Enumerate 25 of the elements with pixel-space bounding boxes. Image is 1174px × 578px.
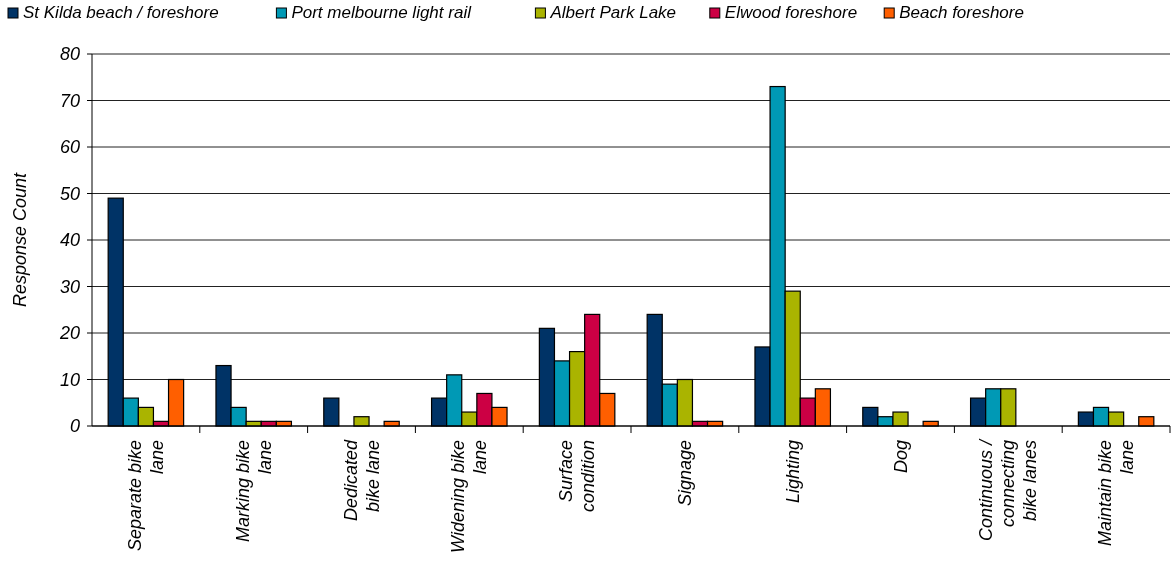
y-tick-label: 70 bbox=[59, 90, 80, 111]
x-tick-label: Dog bbox=[890, 440, 911, 474]
x-tick-label: Marking bike lane bbox=[232, 440, 275, 543]
y-tick-label: 80 bbox=[59, 44, 80, 65]
x-tick-label: Continuous / connecting bike lanes bbox=[976, 438, 1041, 542]
y-tick-label: 10 bbox=[59, 369, 80, 390]
y-tick-label: 0 bbox=[69, 416, 80, 437]
y-tick-label: 30 bbox=[59, 276, 80, 297]
legend-label: Albert Park Lake bbox=[549, 3, 677, 22]
y-axis-title: Response Count bbox=[10, 171, 30, 308]
x-tick-label: Widening bike lane bbox=[448, 440, 491, 553]
y-tick-label: 20 bbox=[58, 323, 80, 344]
x-tick-label: Lighting bbox=[782, 440, 803, 504]
x-tick-label: Separate bike lane bbox=[124, 440, 167, 552]
x-tick-label: Maintain bike lane bbox=[1095, 440, 1138, 547]
legend-label: Port melbourne light rail bbox=[291, 3, 473, 22]
legend-label: St Kilda beach / foreshore bbox=[23, 3, 219, 22]
legend-label: Elwood foreshore bbox=[724, 3, 858, 22]
y-tick-label: 50 bbox=[59, 183, 80, 204]
legend-label: Beach foreshore bbox=[899, 3, 1024, 22]
x-tick-label: Dedicated bike lane bbox=[340, 439, 383, 522]
y-tick-label: 60 bbox=[59, 137, 80, 158]
x-tick-label: Signage bbox=[674, 440, 695, 507]
x-tick-label: Surface condition bbox=[556, 440, 599, 513]
y-tick-label: 40 bbox=[59, 230, 80, 251]
